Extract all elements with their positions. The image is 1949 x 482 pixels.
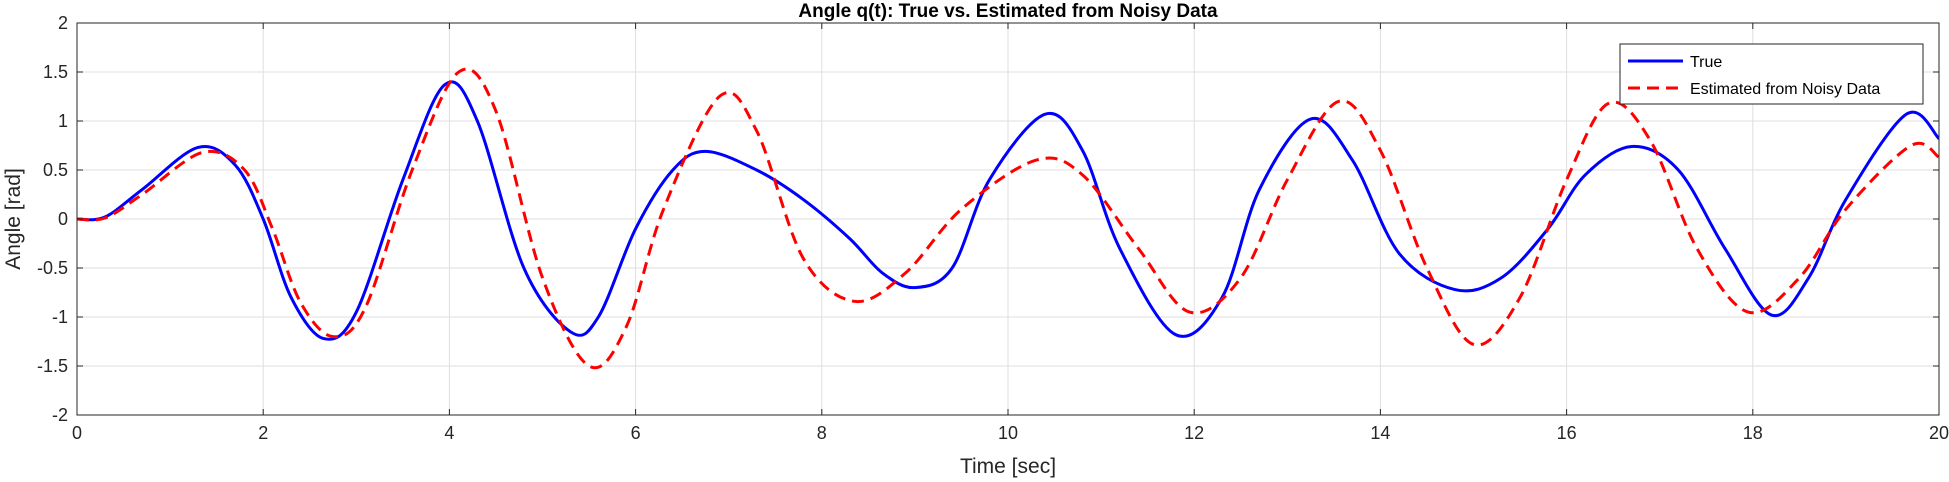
y-tick-label: 1.5 [43,62,68,82]
x-tick-label: 14 [1370,423,1390,443]
x-tick-label: 0 [72,423,82,443]
y-tick-label: -1 [52,307,68,327]
x-tick-label: 20 [1929,423,1949,443]
x-tick-label: 8 [817,423,827,443]
series-layer [77,67,1939,370]
y-tick-label: 0 [58,209,68,229]
x-tick-label: 6 [631,423,641,443]
legend-label: True [1690,54,1722,71]
legend-label: Estimated from Noisy Data [1690,81,1880,98]
series-line-estimated [77,67,1939,370]
x-tick-label: 12 [1184,423,1204,443]
x-tick-label: 10 [998,423,1018,443]
x-tick-label: 4 [444,423,454,443]
y-tick-label: -0.5 [37,258,68,278]
ticks: 0 2 4 6 8 10 12 14 16 18 20 -2 -1.5 -1 -0.5 0 0.5 1 1.5 2 [37,13,1949,443]
y-axis-label: Angle [rad] [2,168,25,270]
chart-title: Angle q(t): True vs. Estimated from Nois… [798,1,1218,22]
x-axis-label: Time [sec] [960,455,1056,478]
x-tick-label: 16 [1557,423,1577,443]
y-tick-label: -2 [52,405,68,425]
y-tick-label: 0.5 [43,160,68,180]
x-tick-label: 2 [258,423,268,443]
y-tick-label: 1 [58,111,68,131]
x-tick-label: 18 [1743,423,1763,443]
legend: True Estimated from Noisy Data [1619,43,1924,105]
y-tick-label: -1.5 [37,356,68,376]
legend-box [1619,43,1924,105]
y-tick-label: 2 [58,13,68,33]
series-line-true [77,80,1939,341]
